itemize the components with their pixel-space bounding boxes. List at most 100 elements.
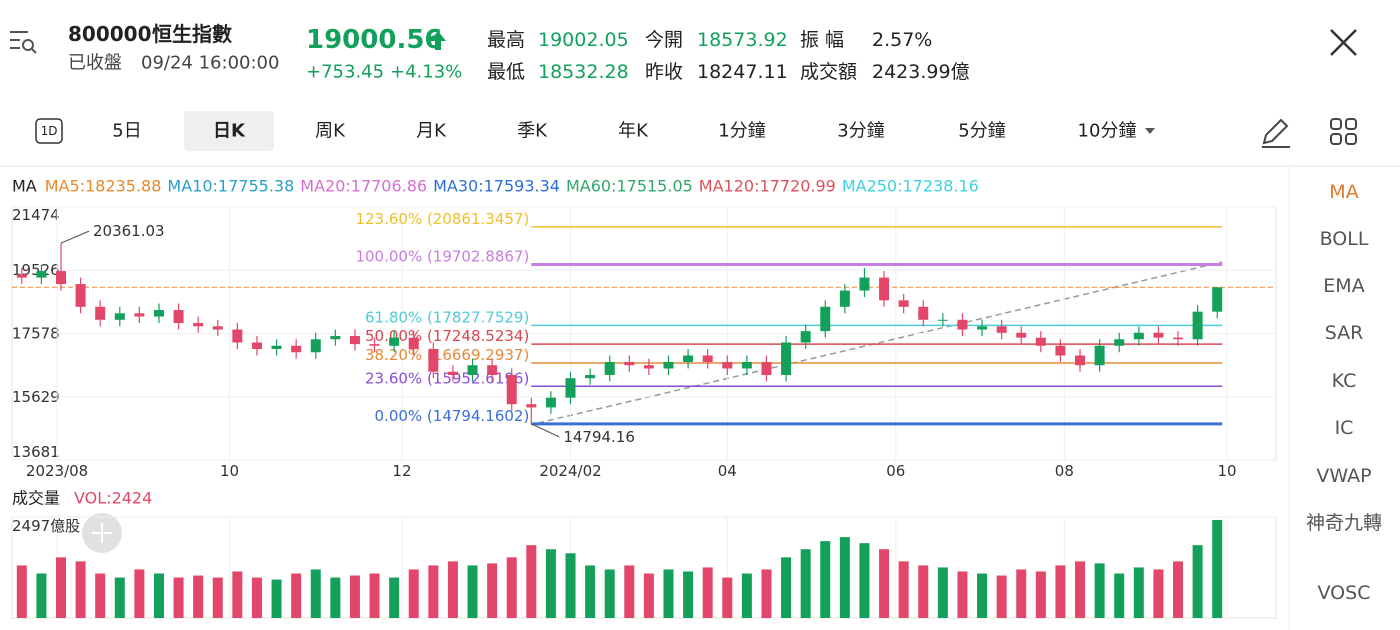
volume-bar — [330, 577, 341, 618]
candle-body — [781, 342, 792, 375]
candle-body — [526, 404, 537, 408]
candle-body — [722, 361, 733, 369]
fib-label: 123.60% (20861.3457) — [355, 210, 529, 228]
timeframe-tab[interactable]: 3分鐘 — [837, 121, 884, 142]
timeframe-tab[interactable]: 10分鐘 — [1078, 121, 1137, 142]
stat-value: 19002.05 — [538, 29, 629, 51]
extreme-label: 20361.03 — [93, 222, 165, 240]
stat-label: 今開 — [645, 29, 683, 51]
volume-bar — [839, 537, 850, 618]
volume-bar — [193, 575, 204, 618]
timeframe-tab[interactable]: 年K — [618, 121, 649, 142]
stock-name: 恒生指數 — [152, 22, 232, 46]
candle-body — [879, 277, 890, 301]
candle-body — [173, 310, 184, 324]
candle-body — [1133, 332, 1144, 340]
candle-body — [1075, 355, 1086, 366]
add-button[interactable] — [82, 513, 122, 553]
volume-bar — [1055, 565, 1066, 618]
candle-body — [271, 345, 282, 350]
volume-bar — [879, 549, 890, 618]
fib-label: 38.20% (16669.2937) — [365, 346, 529, 364]
stat-value: 18532.28 — [538, 61, 629, 83]
timeframe-tab[interactable]: 周K — [315, 121, 346, 142]
candle-body — [859, 277, 870, 291]
menu-icon[interactable] — [10, 31, 37, 54]
tab-1d-box — [35, 118, 63, 144]
volume-bar — [408, 569, 419, 618]
candle-body — [153, 310, 164, 317]
candle-body — [702, 355, 713, 362]
market-time: 09/24 16:00:00 — [141, 53, 279, 74]
timeframe-tab[interactable]: 1分鐘 — [718, 121, 765, 142]
candle-body — [585, 374, 596, 379]
layout-icon[interactable] — [1330, 118, 1357, 145]
candle-body — [134, 313, 145, 317]
x-tick-label: 12 — [392, 462, 411, 480]
timeframe-tab[interactable]: 日K — [213, 121, 246, 142]
candle-body — [977, 326, 988, 330]
indicator-tab[interactable]: EMA — [1323, 275, 1364, 297]
volume-bar — [702, 567, 713, 618]
volume-bar — [389, 577, 400, 618]
timeframe-tab[interactable]: 1D — [41, 124, 58, 138]
candle-body — [1094, 345, 1105, 366]
candle-body — [16, 274, 27, 278]
timeframe-tab[interactable]: 5日 — [112, 121, 141, 142]
ma-legend-item: MA30:17593.34 — [433, 177, 560, 196]
candle-body — [506, 374, 517, 405]
x-tick-label: 10 — [1217, 462, 1236, 480]
fib-label: 0.00% (14794.1602) — [375, 407, 530, 425]
stat-label: 最高 — [487, 29, 525, 51]
stat-value: 18247.11 — [697, 61, 788, 83]
candle-body — [898, 300, 909, 307]
indicator-tab[interactable]: SAR — [1325, 322, 1364, 344]
last-price: 19000.56 — [306, 25, 443, 55]
candle-body — [1173, 337, 1184, 340]
candle-body — [95, 306, 106, 320]
timeframe-tab[interactable]: 5分鐘 — [958, 121, 1005, 142]
indicator-tab[interactable]: KC — [1332, 370, 1357, 392]
volume-bar — [1212, 519, 1223, 618]
volume-bar — [722, 577, 733, 618]
indicator-tab[interactable]: MA — [1329, 181, 1358, 203]
volume-bar — [604, 569, 615, 618]
volume-bar — [506, 557, 517, 618]
indicator-tab[interactable]: VWAP — [1316, 465, 1371, 487]
timeframe-tab[interactable]: 月K — [416, 121, 447, 142]
stat-label: 最低 — [487, 61, 525, 83]
close-icon[interactable] — [1330, 29, 1357, 56]
volume-bar — [36, 573, 47, 618]
volume-bar — [741, 573, 752, 618]
indicator-tab[interactable]: VOSC — [1318, 582, 1371, 604]
candle-body — [75, 284, 86, 307]
y-tick-label: 21474 — [12, 206, 60, 224]
price-change: +753.45 — [306, 62, 384, 83]
x-tick-label: 06 — [886, 462, 905, 480]
candle-body — [1035, 337, 1046, 346]
volume-bar — [114, 577, 125, 618]
x-tick-label: 2023/08 — [26, 462, 88, 480]
volume-bar — [487, 563, 498, 618]
indicator-tab[interactable]: BOLL — [1320, 228, 1369, 250]
candle-body — [36, 271, 47, 278]
candle-body — [232, 329, 243, 343]
candle-body — [55, 271, 66, 285]
indicator-tab[interactable]: 神奇九轉 — [1306, 512, 1382, 534]
volume-bar — [545, 549, 556, 618]
candle-body — [937, 319, 948, 321]
timeframe-tab[interactable]: 季K — [517, 121, 548, 142]
volume-bar — [447, 561, 458, 618]
volume-bar — [761, 569, 772, 618]
indicator-tab[interactable]: IC — [1335, 417, 1354, 439]
volume-bar — [800, 549, 811, 618]
volume-tick-label: 2497億股 — [12, 517, 80, 535]
pencil-icon[interactable] — [1262, 118, 1290, 148]
ma-legend-item: MA10:17755.38 — [167, 177, 294, 196]
x-tick-label: 04 — [718, 462, 737, 480]
candle-body — [291, 345, 302, 353]
volume-bar — [271, 579, 282, 618]
dropdown-caret[interactable] — [1145, 128, 1155, 134]
candle-body — [1153, 332, 1164, 338]
extreme-pointer — [531, 423, 560, 438]
